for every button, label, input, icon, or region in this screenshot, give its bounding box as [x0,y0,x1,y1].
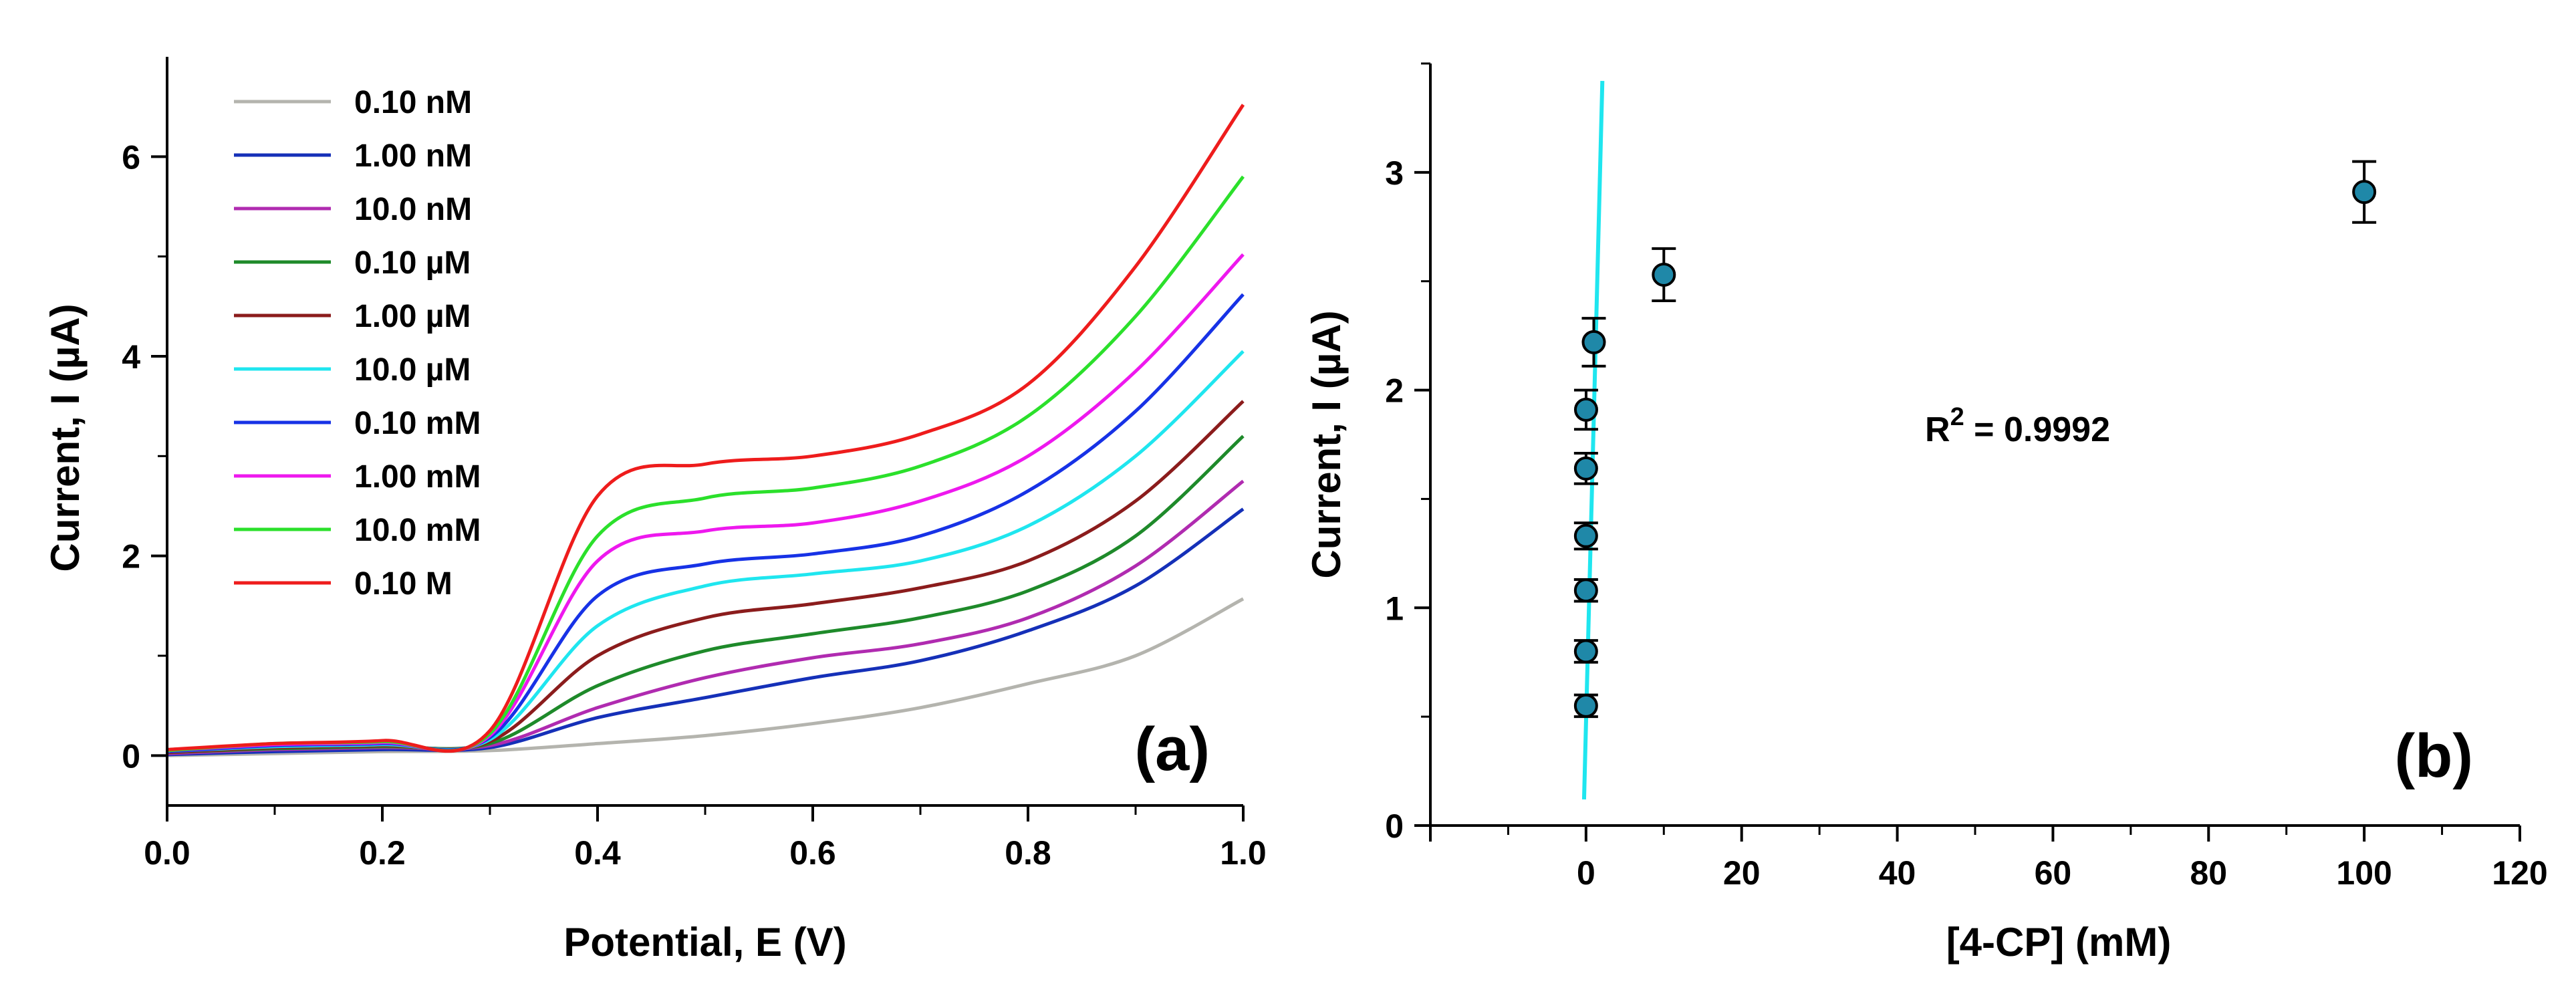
panel-a-label: (a) [1135,715,1210,783]
panel-b-data-point [1573,456,1598,481]
panel-b-axes: 0 20 40 60 80 100 120 0 1 2 3 [1385,62,2548,892]
panel-a-legend-label: 1.00 µM [354,299,471,334]
panel-a-y-tick-label: 6 [122,138,140,176]
panel-b-y-tick-label: 3 [1385,154,1404,192]
r-squared-superscript: 2 [1950,403,1964,431]
panel-a-x-tick-label: 0.6 [789,834,836,872]
panel-b-y-tick-label: 2 [1385,372,1404,410]
panel-a-x-tick-label: 0.4 [574,834,621,872]
panel-a-chart: 0.0 0.2 0.4 0.6 0.8 1.0 0 2 4 6 0.10 nM 1.00 nM 10.… [43,57,1267,965]
panel-a-x-tick-label: 1.0 [1220,834,1267,872]
panel-b-y-axis-title: Current, I (µA) [1304,310,1349,578]
panel-a-legend-label: 0.10 M [354,566,453,602]
panel-b-label: (b) [2395,722,2473,790]
panel-a-series-line-9 [166,104,1245,753]
panel-a-legend-label: 10.0 µM [354,352,471,388]
panel-b-x-tick-label: 80 [2190,854,2227,892]
panel-a-series-line-0 [166,597,1245,757]
panel-b-x-tick-label: 40 [1879,854,1916,892]
panel-a-series-line-1 [166,507,1245,757]
panel-a-legend-label: 1.00 nM [354,138,472,174]
panel-b-points-group [1573,160,2377,719]
panel-a-y-tick-label: 0 [122,737,140,775]
panel-a-x-tick-label: 0.2 [359,834,406,872]
panel-b-data-point [1652,262,1676,287]
panel-a-x-tick-label: 0.0 [144,834,190,872]
panel-b-fit-group [1581,80,1605,799]
panel-a-x-axis-title: Potential, E (V) [563,920,846,965]
panel-b-data-point [1581,330,1606,354]
panel-a-legend: 0.10 nM 1.00 nM 10.0 nM 0.10 µM 1.00 µM 10.0 … [234,85,481,602]
panel-a-y-tick-label: 2 [122,538,140,576]
r-squared-value: = 0.9992 [1964,410,2110,449]
r-squared-annotation: R2 = 0.9992 [1925,403,2110,449]
panel-b-x-tick-label: 60 [2035,854,2072,892]
panel-a-axes: 0.0 0.2 0.4 0.6 0.8 1.0 0 2 4 6 [122,57,1267,872]
panel-a-series-line-6 [166,293,1245,753]
panel-b-y-tick-label: 1 [1385,590,1404,627]
panel-b-x-tick-label: 120 [2492,854,2547,892]
panel-a-legend-label: 1.00 mM [354,459,481,495]
panel-b-data-point [1573,639,1598,664]
panel-b-x-axis-title: [4-CP] (mM) [1946,920,2172,965]
panel-a-series-group [166,104,1245,757]
panel-b-y-tick-label: 0 [1385,807,1404,845]
panel-b-data-point [1573,693,1598,718]
panel-a-y-axis-title: Current, I (µA) [43,303,88,572]
panel-a-legend-label: 0.10 nM [354,85,472,120]
r-squared-prefix: R [1925,410,1950,449]
panel-a-legend-label: 10.0 nM [354,192,472,227]
panel-a-legend-label: 0.10 µM [354,245,471,281]
panel-a-legend-label: 0.10 mM [354,406,481,441]
panel-a-y-tick-label: 4 [122,338,140,376]
panel-b-data-point [1573,397,1598,422]
panel-b-data-point [1573,578,1598,603]
panel-b-x-tick-label: 20 [1723,854,1761,892]
panel-b-data-point [1573,523,1598,548]
panel-b-x-tick-label: 0 [1577,854,1595,892]
panel-a-x-tick-label: 0.8 [1005,834,1051,872]
panel-b-data-point [2352,180,2377,205]
panel-a-series-line-5 [166,350,1245,753]
panel-a-legend-label: 10.0 mM [354,513,481,548]
panel-b-x-tick-label: 100 [2336,854,2392,892]
panel-b-fit-line [1581,80,1605,799]
